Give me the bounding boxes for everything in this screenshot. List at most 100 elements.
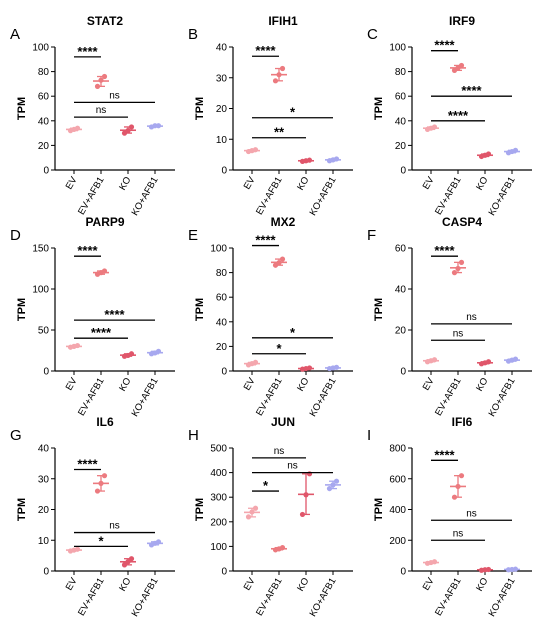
significance-label: **** — [434, 447, 455, 462]
data-point — [485, 566, 492, 573]
data-point — [455, 483, 461, 490]
data-point — [512, 356, 519, 362]
x-tick-label: KO — [295, 175, 311, 192]
x-tick-label: KO+AFB1 — [308, 175, 339, 218]
y-tick-label: 0 — [221, 367, 227, 378]
panel-title: MX2 — [271, 215, 296, 229]
significance-label: * — [290, 325, 296, 340]
y-axis-label: TPM — [16, 498, 28, 521]
significance-label: * — [276, 341, 282, 356]
data-point — [128, 556, 135, 562]
x-tick-label: KO+AFB1 — [487, 576, 518, 619]
series-ko — [298, 471, 314, 518]
series-ko-afb1 — [325, 364, 341, 372]
y-tick-label: 300 — [210, 493, 227, 504]
data-point — [485, 151, 492, 157]
significance-label: ns — [466, 312, 477, 323]
data-point — [333, 364, 340, 370]
y-tick-label: 20 — [395, 326, 407, 337]
panel-letter: I — [367, 427, 371, 444]
series-ko — [120, 351, 136, 359]
y-tick-label: 40 — [395, 285, 407, 296]
y-tick-label: 50 — [38, 326, 50, 337]
data-point — [431, 124, 438, 130]
panel-title: IL6 — [96, 415, 114, 429]
data-point — [101, 268, 108, 274]
data-point — [101, 73, 108, 80]
series-ko — [120, 556, 136, 568]
x-tick-label: KO — [295, 376, 311, 393]
x-tick-label: EV — [421, 174, 437, 191]
series-ev-afb1 — [271, 256, 287, 268]
panel-title: IRF9 — [449, 14, 475, 28]
series-ko — [120, 124, 136, 136]
data-point — [128, 351, 135, 357]
y-tick-label: 60 — [395, 244, 407, 255]
significance-label: **** — [77, 44, 98, 59]
significance-label: **** — [434, 243, 455, 258]
data-point — [306, 157, 313, 163]
x-tick-label: EV+AFB1 — [254, 175, 285, 217]
data-point — [455, 265, 461, 272]
x-tick-label: EV+AFB1 — [254, 376, 285, 418]
y-tick-label: 0 — [221, 567, 227, 578]
significance-label: ns — [109, 521, 120, 532]
series-ko-afb1 — [504, 356, 520, 364]
significance-label: ns — [466, 508, 477, 519]
data-point — [252, 505, 259, 511]
data-point — [74, 546, 81, 552]
y-tick-label: 0 — [400, 367, 406, 378]
data-point — [94, 83, 101, 89]
y-tick-label: 10 — [38, 536, 50, 547]
data-point — [431, 559, 438, 565]
x-tick-label: EV — [64, 575, 80, 592]
series-ko — [477, 151, 493, 160]
data-point — [458, 259, 465, 265]
y-tick-label: 60 — [395, 92, 407, 103]
y-tick-label: 0 — [400, 166, 406, 177]
series-ko — [477, 359, 493, 367]
data-point — [333, 156, 340, 162]
significance-label: * — [263, 478, 269, 493]
data-point — [512, 147, 519, 153]
significance-label: **** — [77, 457, 98, 472]
data-point — [252, 147, 259, 153]
data-point — [451, 270, 458, 276]
panel-letter: B — [188, 26, 198, 43]
data-point — [98, 480, 104, 486]
significance-label: **** — [104, 307, 125, 322]
y-tick-label: 60 — [38, 92, 50, 103]
y-tick-label: 100 — [32, 43, 49, 54]
x-tick-label: EV+AFB1 — [76, 376, 107, 418]
panel-title: JUN — [271, 415, 295, 429]
data-point — [458, 473, 465, 479]
data-point — [303, 492, 309, 498]
y-axis-label: TPM — [373, 97, 385, 120]
panel-letter: D — [10, 227, 21, 244]
significance-label: ns — [109, 90, 120, 101]
series-ev-afb1 — [93, 268, 109, 277]
y-tick-label: 500 — [210, 444, 227, 455]
y-tick-label: 20 — [395, 141, 407, 152]
significance-label: **** — [448, 108, 469, 123]
series-ko-afb1 — [147, 123, 163, 130]
x-tick-label: KO+AFB1 — [308, 376, 339, 419]
y-tick-label: 40 — [38, 116, 50, 127]
y-tick-label: 20 — [38, 505, 50, 516]
y-tick-label: 100 — [210, 244, 227, 255]
y-axis-label: TPM — [194, 498, 206, 521]
series-ko-afb1 — [504, 566, 520, 573]
data-point — [245, 514, 252, 520]
data-point — [252, 359, 259, 365]
y-tick-label: 60 — [216, 293, 228, 304]
series-ev-afb1 — [450, 62, 466, 73]
x-tick-label: EV+AFB1 — [433, 376, 464, 418]
x-tick-label: KO — [474, 576, 490, 593]
significance-label: **** — [255, 233, 276, 248]
y-tick-label: 0 — [43, 367, 49, 378]
series-ko-afb1 — [147, 348, 163, 357]
